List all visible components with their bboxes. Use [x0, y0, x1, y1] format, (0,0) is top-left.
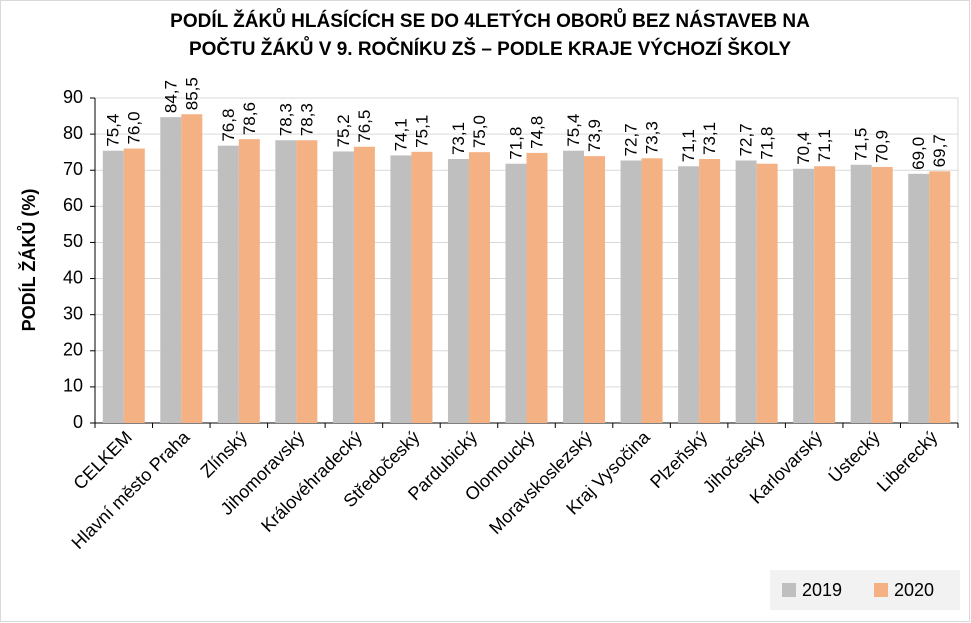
bar [353, 146, 375, 423]
bar [814, 166, 836, 423]
chart-title: PODÍL ŽÁKŮ HLÁSÍCÍCH SE DO 4LETÝCH OBORŮ… [170, 9, 810, 32]
value-label: 72,7 [622, 123, 641, 156]
value-label: 74,1 [391, 118, 410, 151]
value-label: 78,6 [240, 102, 259, 135]
legend-box [770, 570, 960, 610]
bar [123, 148, 145, 424]
bar [390, 155, 412, 423]
y-tick-label: 0 [73, 412, 83, 432]
value-label: 76,8 [219, 109, 238, 142]
bar [641, 158, 663, 424]
value-label: 75,1 [412, 115, 431, 148]
value-label: 69,7 [930, 134, 949, 167]
bar [735, 160, 757, 423]
bar [678, 166, 700, 423]
value-label: 76,0 [125, 111, 144, 144]
value-label: 74,8 [527, 116, 546, 149]
bar [850, 164, 872, 424]
bar [526, 152, 548, 423]
bar [238, 139, 260, 423]
y-tick-label: 20 [63, 340, 83, 360]
y-tick-label: 30 [63, 303, 83, 323]
bar [908, 173, 930, 423]
y-tick-label: 90 [63, 87, 83, 107]
bar [620, 160, 642, 423]
value-label: 73,3 [643, 121, 662, 154]
legend-label: 2020 [894, 580, 934, 600]
y-tick-label: 80 [63, 123, 83, 143]
value-label: 78,3 [297, 103, 316, 136]
bar [181, 114, 203, 423]
value-label: 72,7 [737, 123, 756, 156]
y-tick-label: 70 [63, 159, 83, 179]
y-tick-label: 40 [63, 267, 83, 287]
y-axis-title: PODÍL ŽÁKŮ (%) [17, 189, 39, 332]
value-label: 69,0 [909, 137, 928, 170]
value-label: 71,5 [852, 128, 871, 161]
value-label: 75,4 [564, 114, 583, 147]
legend-swatch [782, 583, 796, 597]
bar [447, 159, 469, 423]
value-label: 73,1 [449, 122, 468, 155]
bar [217, 145, 239, 423]
value-label: 71,8 [758, 127, 777, 160]
y-tick-label: 50 [63, 231, 83, 251]
y-tick-label: 10 [63, 376, 83, 396]
bar [756, 163, 778, 423]
bar [411, 151, 433, 424]
bar [584, 156, 606, 423]
value-label: 75,2 [334, 114, 353, 147]
value-label: 73,1 [700, 122, 719, 155]
value-label: 70,4 [794, 132, 813, 165]
value-label: 75,4 [104, 114, 123, 147]
value-label: 71,8 [506, 127, 525, 160]
bar [793, 168, 815, 423]
value-label: 70,9 [873, 130, 892, 163]
bar [332, 151, 354, 423]
value-label: 78,3 [276, 103, 295, 136]
bar [505, 163, 527, 423]
y-tick-label: 60 [63, 195, 83, 215]
value-label: 73,9 [585, 119, 604, 152]
bar [699, 159, 721, 423]
bar [563, 150, 585, 423]
bar [929, 171, 951, 423]
value-label: 84,7 [161, 80, 180, 113]
value-label: 71,1 [815, 129, 834, 162]
bar [468, 152, 490, 423]
bar [275, 140, 297, 423]
bar [296, 140, 318, 423]
value-label: 76,5 [355, 110, 374, 143]
bar [871, 166, 893, 423]
value-label: 75,0 [470, 115, 489, 148]
value-label: 85,5 [182, 77, 201, 110]
legend-label: 2019 [802, 580, 842, 600]
bar [102, 150, 124, 423]
bar [160, 117, 182, 423]
chart-title: POČTU ŽÁKŮ V 9. ROČNÍKU ZŠ – PODLE KRAJE… [189, 37, 791, 60]
legend-swatch [874, 583, 888, 597]
value-label: 71,1 [679, 129, 698, 162]
